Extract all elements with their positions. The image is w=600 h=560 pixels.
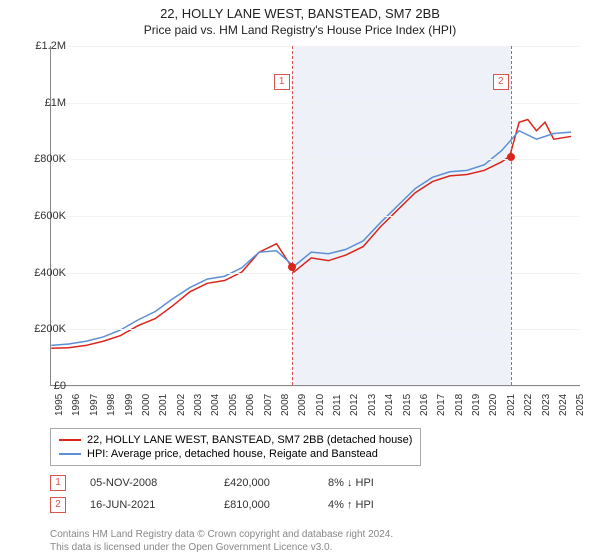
x-tick-label: 2002 xyxy=(176,394,187,416)
legend-row: 22, HOLLY LANE WEST, BANSTEAD, SM7 2BB (… xyxy=(59,433,412,447)
sale-row-diff: 8% ↓ HPI xyxy=(328,477,408,489)
x-tick-label: 2004 xyxy=(210,394,221,416)
legend-swatch xyxy=(59,453,81,455)
sale-dot xyxy=(288,263,296,271)
x-tick-label: 2018 xyxy=(454,394,465,416)
y-tick-label: £200K xyxy=(22,323,66,335)
legend-row: HPI: Average price, detached house, Reig… xyxy=(59,447,412,461)
x-tick-label: 2020 xyxy=(488,394,499,416)
plot-area: 12 xyxy=(50,46,580,386)
sale-row-price: £420,000 xyxy=(224,477,304,489)
legend-label: HPI: Average price, detached house, Reig… xyxy=(87,448,378,460)
x-tick-label: 2025 xyxy=(575,394,586,416)
x-tick-label: 2013 xyxy=(367,394,378,416)
x-tick-label: 2023 xyxy=(541,394,552,416)
x-tick-label: 2011 xyxy=(332,394,343,416)
footer-line-1: Contains HM Land Registry data © Crown c… xyxy=(50,528,393,541)
chart-subtitle: Price paid vs. HM Land Registry's House … xyxy=(0,21,600,41)
x-tick-label: 2017 xyxy=(436,394,447,416)
sale-row-date: 16-JUN-2021 xyxy=(90,499,200,511)
x-tick-label: 1998 xyxy=(106,394,117,416)
sale-dot xyxy=(507,153,515,161)
y-tick-label: £800K xyxy=(22,153,66,165)
series-property xyxy=(51,119,571,348)
sale-row-marker: 1 xyxy=(50,475,66,491)
x-tick-label: 1996 xyxy=(71,394,82,416)
footer-attribution: Contains HM Land Registry data © Crown c… xyxy=(50,528,393,554)
x-tick-label: 2015 xyxy=(402,394,413,416)
x-tick-label: 2016 xyxy=(419,394,430,416)
x-tick-label: 2001 xyxy=(158,394,169,416)
chart-title: 22, HOLLY LANE WEST, BANSTEAD, SM7 2BB xyxy=(0,0,600,21)
x-tick-label: 2007 xyxy=(263,394,274,416)
x-tick-label: 2008 xyxy=(280,394,291,416)
x-tick-label: 2019 xyxy=(471,394,482,416)
y-tick-label: £0 xyxy=(22,380,66,392)
y-tick-label: £600K xyxy=(22,210,66,222)
sale-row: 1 05-NOV-2008 £420,000 8% ↓ HPI xyxy=(50,472,408,494)
x-tick-label: 2000 xyxy=(141,394,152,416)
x-tick-label: 2021 xyxy=(506,394,517,416)
x-tick-label: 2005 xyxy=(228,394,239,416)
sales-table: 1 05-NOV-2008 £420,000 8% ↓ HPI 2 16-JUN-2021… xyxy=(50,472,408,516)
sale-row-date: 05-NOV-2008 xyxy=(90,477,200,489)
legend: 22, HOLLY LANE WEST, BANSTEAD, SM7 2BB (… xyxy=(50,428,421,466)
x-tick-label: 1997 xyxy=(89,394,100,416)
footer-line-2: This data is licensed under the Open Gov… xyxy=(50,541,393,554)
y-tick-label: £1.2M xyxy=(22,40,66,52)
x-tick-label: 2022 xyxy=(523,394,534,416)
chart-container: 22, HOLLY LANE WEST, BANSTEAD, SM7 2BB P… xyxy=(0,0,600,560)
y-tick-label: £1M xyxy=(22,97,66,109)
x-tick-label: 2024 xyxy=(558,394,569,416)
sale-marker-2: 2 xyxy=(493,74,509,90)
x-tick-label: 2006 xyxy=(245,394,256,416)
x-tick-label: 2009 xyxy=(297,394,308,416)
sale-row-marker: 2 xyxy=(50,497,66,513)
y-tick-label: £400K xyxy=(22,267,66,279)
x-tick-label: 2012 xyxy=(349,394,360,416)
x-tick-label: 2010 xyxy=(315,394,326,416)
legend-label: 22, HOLLY LANE WEST, BANSTEAD, SM7 2BB (… xyxy=(87,434,412,446)
sale-row-price: £810,000 xyxy=(224,499,304,511)
x-tick-label: 1999 xyxy=(124,394,135,416)
legend-swatch xyxy=(59,439,81,441)
series-hpi xyxy=(51,131,571,346)
x-tick-label: 2003 xyxy=(193,394,204,416)
sale-row: 2 16-JUN-2021 £810,000 4% ↑ HPI xyxy=(50,494,408,516)
sale-row-diff: 4% ↑ HPI xyxy=(328,499,408,511)
sale-marker-1: 1 xyxy=(274,74,290,90)
x-tick-label: 1995 xyxy=(54,394,65,416)
x-tick-label: 2014 xyxy=(384,394,395,416)
